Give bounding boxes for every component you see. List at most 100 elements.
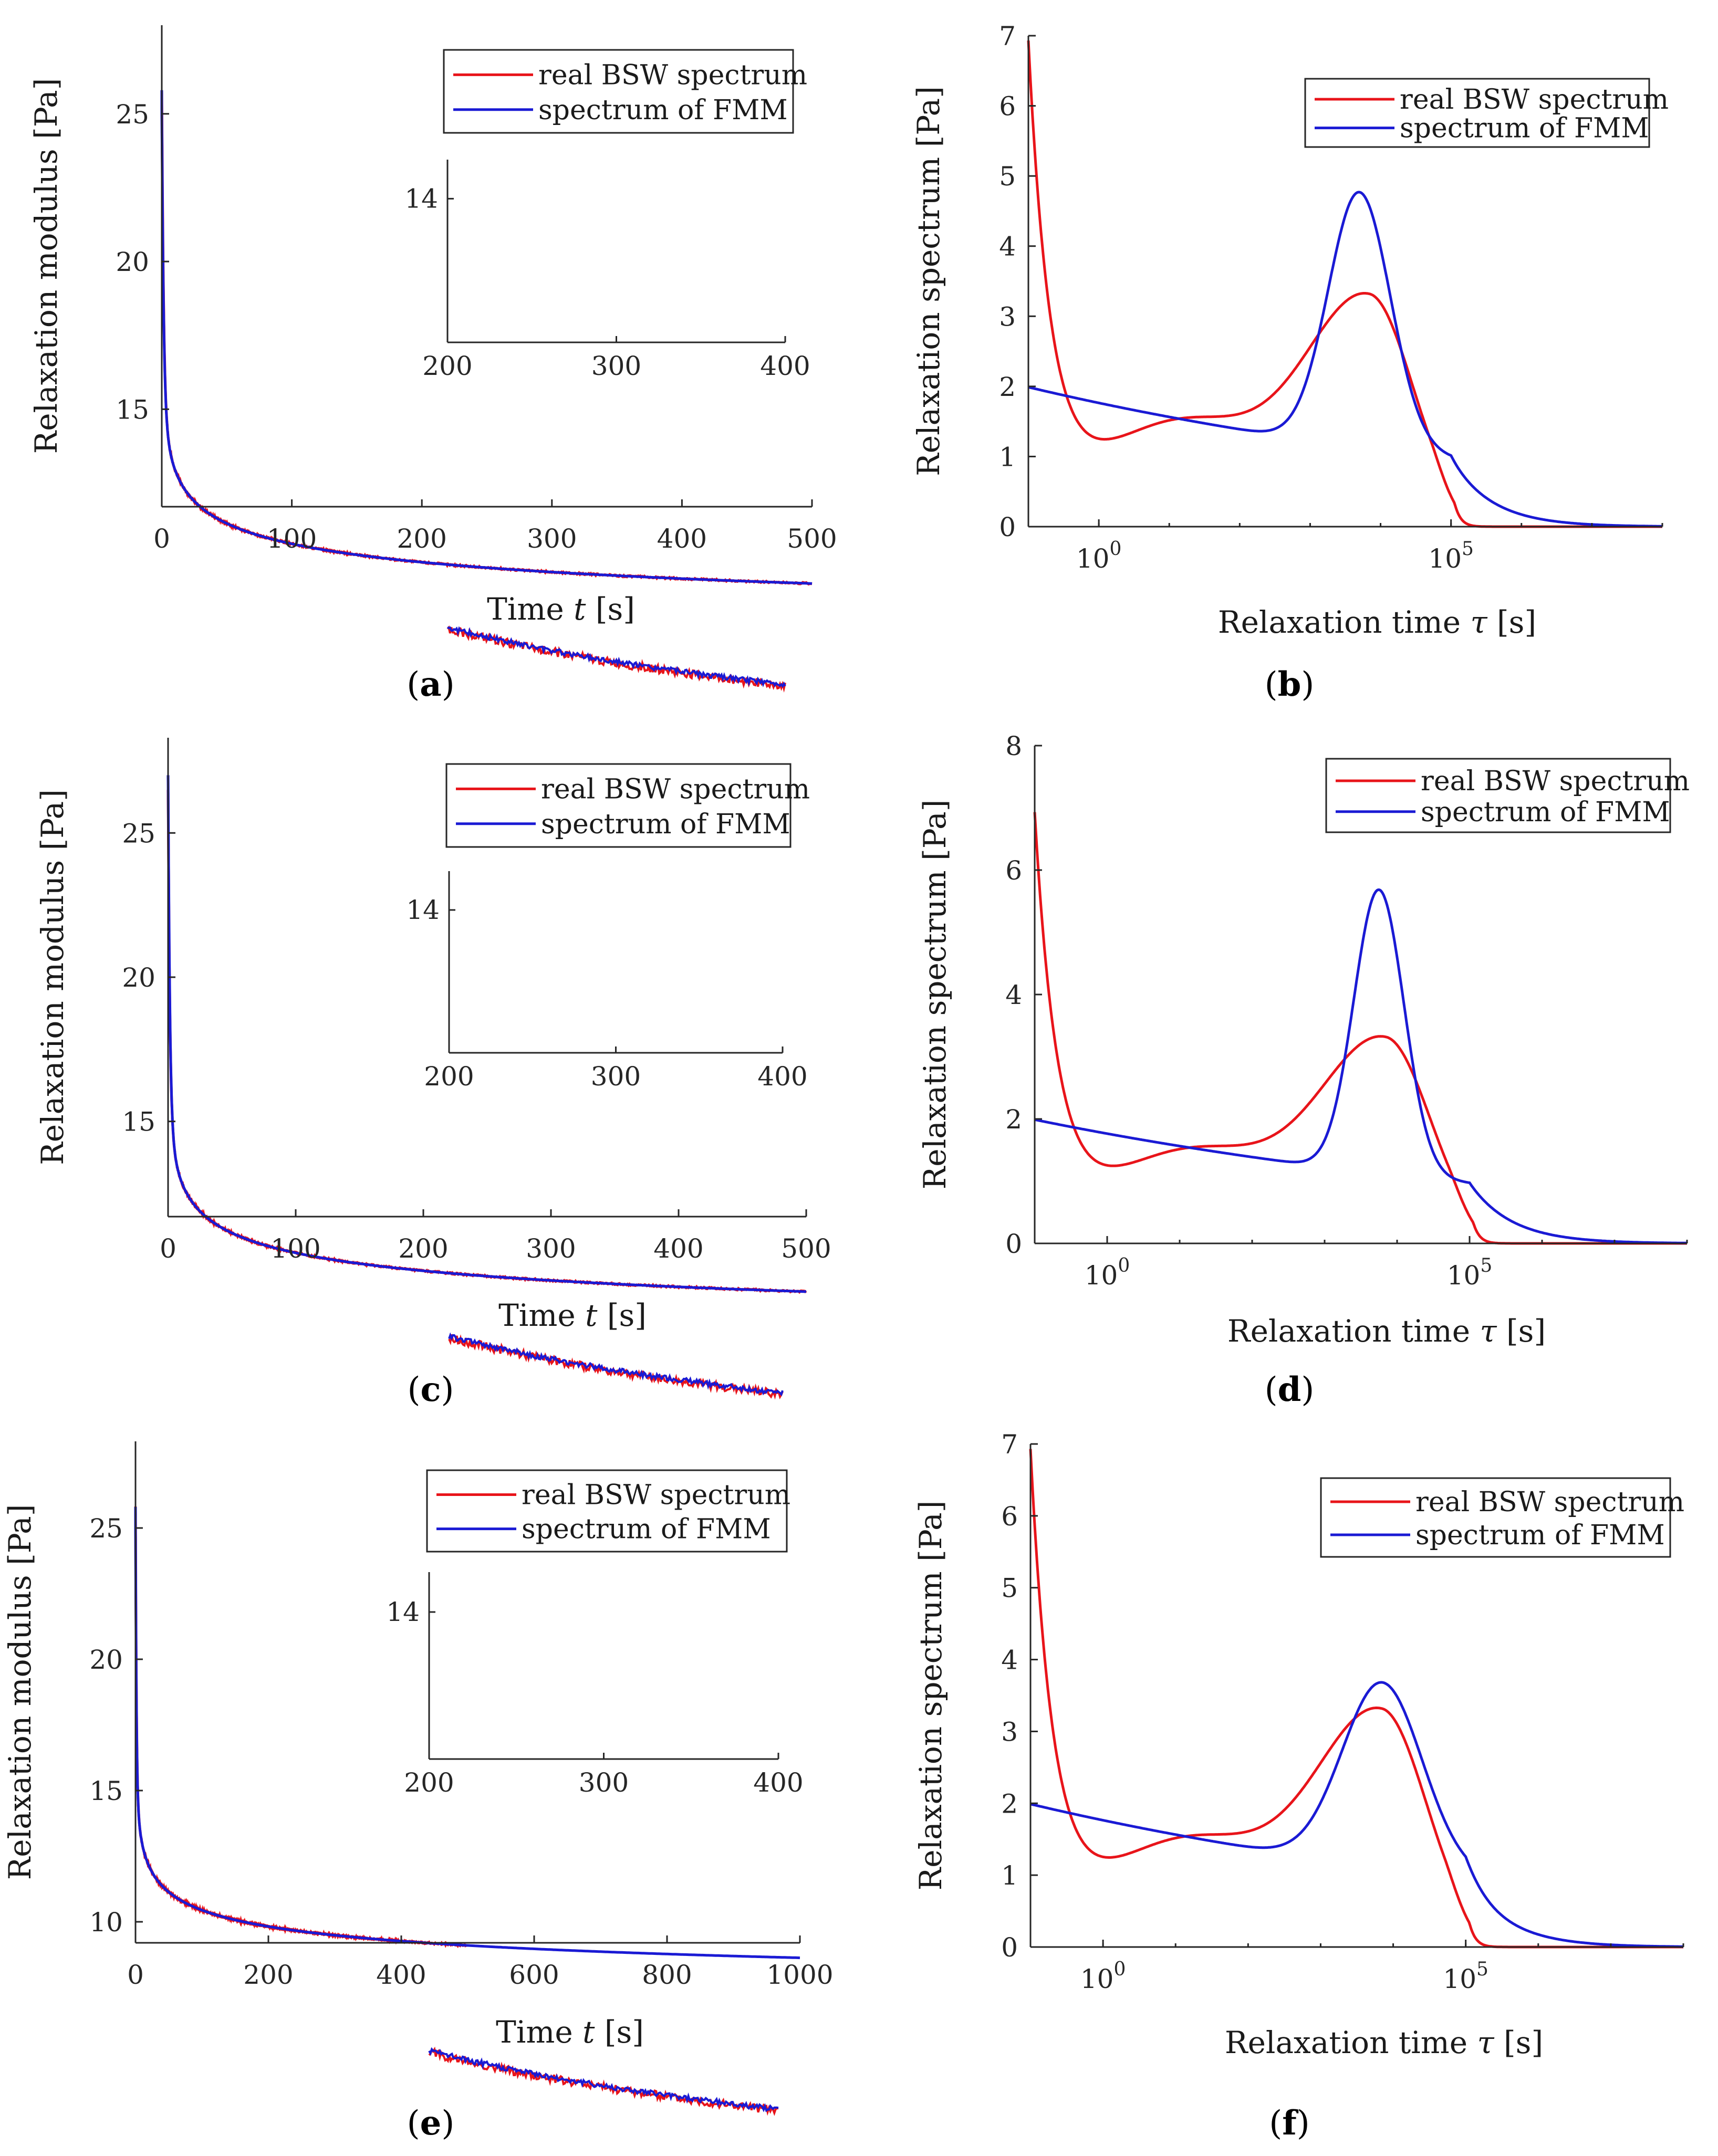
y-tick-label: 25 [89,1513,123,1544]
chart-f: 100 105 0 1 2 3 4 5 6 7 Relaxation spectrum [Pa] Re… [913,1429,1684,2143]
legend-box [1320,1477,1671,1558]
inset-y-tick-label: 14 [404,183,438,214]
series-blue-a [160,90,813,585]
y-tick-label: 20 [116,247,149,277]
panel-label-a: (a) [407,665,454,704]
y-tick-label: 0 [1001,1932,1018,1963]
series-red-d [1033,812,1687,1245]
series-red-e [134,1506,468,1949]
series-blue-d [1034,888,1687,1244]
series-blue-b [1028,191,1663,528]
panel-label-f: (f) [1269,2103,1309,2143]
y-tick-label: 4 [1001,1645,1018,1676]
legend-label-blue: spectrum of FMM [1400,113,1649,144]
x-tick-label: 300 [526,1233,576,1264]
x-axis-label: Time t [s] [498,1297,647,1333]
legend-label-red: real BSW spectrum [522,1480,790,1511]
chart-b: 100 105 0 1 2 3 4 5 6 7 Relaxation spectrum [Pa] Re… [911,21,1669,704]
y-tick-label: 15 [122,1107,155,1137]
x-tick-label: 0 [153,524,170,554]
x-tick-label: 200 [397,524,446,554]
y-tick-label: 15 [89,1776,123,1806]
legend-box [426,1469,788,1553]
x-tick-label: 100 [270,1233,320,1264]
y-tick-label: 20 [122,962,155,993]
x-tick-label: 400 [376,1960,426,1990]
x-tick-label: 105 [1443,1959,1488,1994]
y-tick-label: 0 [1005,1229,1022,1259]
y-tick-label: 2 [1005,1104,1022,1135]
inset-background [429,1572,778,1759]
y-tick-label: 15 [116,394,149,425]
y-tick-label: 25 [116,99,149,130]
inset-e: 200 300 400 14 [386,1572,804,2116]
y-tick-label: 2 [999,372,1016,402]
inset-x-tick-label: 400 [757,1061,807,1092]
inset-background [447,160,785,342]
legend-box [1304,78,1650,148]
x-axis-label: Time t [s] [496,2014,644,2050]
y-tick-label: 3 [1001,1717,1018,1747]
legend: real BSW spectrum spectrum of FMM [445,763,810,848]
x-axis-label: Relaxation time τ [s] [1227,1313,1546,1349]
inset-x-tick-label: 300 [591,351,641,381]
legend-label-red: real BSW spectrum [541,773,810,805]
y-axis-label: Relaxation spectrum [Pa] [917,800,953,1190]
legend-box [445,763,792,848]
legend-label-blue: spectrum of FMM [541,809,790,840]
x-tick-label: 100 [1076,538,1122,574]
x-tick-label: 300 [527,524,577,554]
y-axis-label: Relaxation modulus [Pa] [35,789,70,1165]
panel-label-d: (d) [1265,1370,1315,1409]
inset-x-tick-label: 200 [404,1767,454,1798]
y-tick-label: 2 [1001,1788,1018,1819]
y-tick-label: 6 [1001,1501,1018,1532]
series-blue-f [1030,1681,1683,1948]
inset-series-blue [448,1332,784,1397]
y-tick-label: 1 [1001,1860,1018,1891]
x-tick-label: 800 [642,1960,692,1990]
y-tick-label: 5 [999,161,1016,192]
x-axis-label: Relaxation time τ [s] [1218,604,1536,640]
y-tick-label: 0 [999,512,1016,542]
y-tick-label: 4 [1005,980,1022,1010]
panel-label-c: (c) [408,1370,454,1409]
inset-y-tick-label: 14 [406,895,440,925]
y-axis-label: Relaxation spectrum [Pa] [913,1501,949,1891]
y-tick-label: 10 [89,1907,123,1938]
x-tick-label: 105 [1428,538,1474,574]
x-tick-label: 600 [509,1960,559,1990]
y-tick-label: 6 [999,91,1016,122]
x-tick-label: 200 [398,1233,448,1264]
y-tick-label: 7 [999,21,1016,51]
legend-label-red: real BSW spectrum [538,59,807,91]
inset-series-red [446,625,786,693]
y-tick-label: 1 [999,442,1016,472]
inset-x-tick-label: 200 [422,351,472,381]
y-tick-label: 6 [1005,855,1022,886]
y-axis-label: Relaxation modulus [Pa] [28,78,64,454]
series-blue-e [134,1507,800,1960]
x-tick-label: 100 [1085,1255,1130,1291]
y-axis-label: Relaxation spectrum [Pa] [911,86,946,476]
x-tick-label: 0 [127,1960,144,1990]
legend-label-blue: spectrum of FMM [522,1514,771,1545]
y-axis-label: Relaxation modulus [Pa] [2,1504,38,1880]
inset-series-blue [428,2047,779,2112]
x-tick-label: 400 [653,1233,703,1264]
x-tick-label: 500 [781,1233,831,1264]
chart-e: 0 200 400 600 800 1000 10 15 20 25 Relaxation modu… [2,1441,834,2143]
inset-series-blue [446,626,786,688]
x-axis-label: Time t [s] [487,591,635,627]
legend-label-red: real BSW spectrum [1400,84,1669,116]
legend-label-red: real BSW spectrum [1415,1487,1684,1518]
series-blue-c [166,775,807,1293]
chart-c: 0 100 200 300 400 500 15 20 25 Relaxation modulus… [35,738,831,1409]
inset-y-tick-label: 14 [386,1597,420,1627]
